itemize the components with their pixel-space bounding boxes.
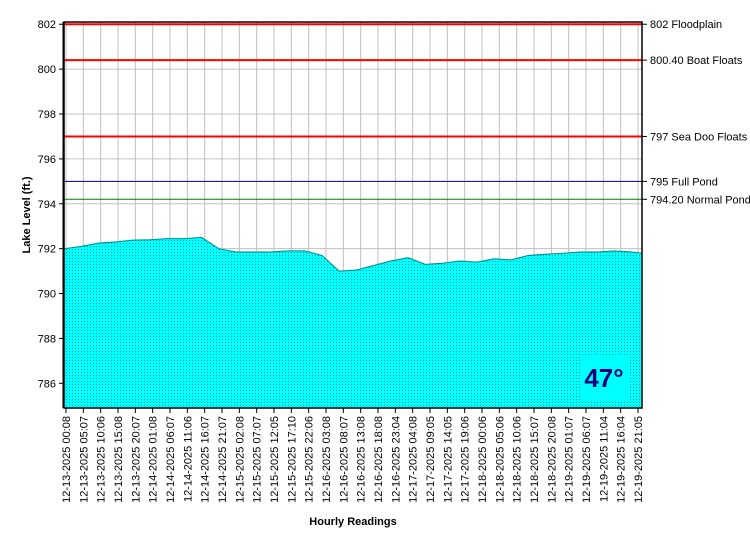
lake-level-area (64, 237, 642, 408)
reference-label: 794.20 Normal Pond (650, 194, 750, 206)
x-axis-label: Hourly Readings (309, 516, 396, 528)
reference-lines (64, 23, 642, 200)
y-tick-label: 798 (38, 109, 56, 121)
x-tick-label: 12-17-2025 04:08 (408, 416, 420, 503)
y-tick-label: 790 (38, 289, 56, 301)
x-tick-label: 12-15-2025 12:05 (269, 416, 281, 503)
x-tick-label: 12-17-2025 14:05 (442, 416, 454, 503)
x-tick-label: 12-15-2025 07:07 (252, 416, 264, 503)
x-tick-label: 12-19-2025 16:04 (616, 416, 628, 503)
x-tick-label: 12-13-2025 10:06 (96, 416, 108, 503)
temperature-value: 47° (584, 363, 623, 393)
x-tick-label: 12-15-2025 02:08 (234, 416, 246, 503)
x-tick-label: 12-19-2025 01:07 (564, 416, 576, 503)
x-tick-label: 12-14-2025 06:07 (165, 416, 177, 503)
x-tick-label: 12-15-2025 17:10 (286, 416, 298, 503)
x-tick-label: 12-18-2025 00:06 (477, 416, 489, 503)
x-tick-label: 12-13-2025 00:08 (61, 416, 73, 503)
x-tick-label: 12-19-2025 21:05 (633, 416, 645, 503)
x-tick-label: 12-14-2025 21:07 (217, 416, 229, 503)
x-tick-label: 12-19-2025 06:07 (581, 416, 593, 503)
y-tick-label: 800 (38, 64, 56, 76)
y-axis-label: Lake Level (ft.) (21, 176, 33, 253)
x-tick-label: 12-16-2025 18:08 (373, 416, 385, 503)
reference-label: 800.40 Boat Floats (650, 55, 743, 67)
x-tick-label: 12-17-2025 09:05 (425, 416, 437, 503)
temperature-badge-background (580, 355, 628, 400)
x-tick-label: 12-16-2025 23:04 (390, 416, 402, 503)
reference-label: 797 Sea Doo Floats (650, 131, 748, 143)
x-tick-label: 12-17-2025 19:06 (460, 416, 472, 503)
x-tick-label: 12-18-2025 15:07 (529, 416, 541, 503)
x-tick-label: 12-19-2025 11:04 (598, 416, 610, 502)
y-tick-label: 788 (38, 333, 56, 345)
x-tick-label: 12-14-2025 16:07 (200, 416, 212, 503)
x-tick-label: 12-16-2025 03:08 (321, 416, 333, 503)
y-tick-labels: 786 788 790 792 794 796 798 800 802 (38, 19, 64, 390)
y-tick-label: 792 (38, 244, 56, 256)
x-tick-labels: 12-13-2025 00:08 12-13-2025 05:07 12-13-20… (61, 408, 645, 503)
lake-level-line (63, 236, 643, 272)
x-tick-label: 12-18-2025 05:06 (494, 416, 506, 503)
reference-labels: 802 Floodplain 800.40 Boat Floats 797 Sea … (642, 19, 750, 206)
x-tick-label: 12-16-2025 13:08 (356, 416, 368, 503)
x-tick-label: 12-13-2025 20:07 (130, 416, 142, 503)
x-tick-label: 12-13-2025 15:08 (113, 416, 125, 503)
x-tick-label: 12-15-2025 22:06 (304, 416, 316, 503)
x-tick-label: 12-13-2025 05:07 (78, 416, 90, 503)
x-tick-label: 12-18-2025 10:06 (512, 416, 524, 503)
x-tick-label: 12-18-2025 20:08 (546, 416, 558, 503)
y-tick-label: 802 (38, 19, 56, 31)
axes (62, 21, 643, 409)
temperature-badge: 47° (580, 355, 628, 400)
y-tick-label: 786 (38, 378, 56, 390)
x-tick-label: 12-14-2025 01:08 (148, 416, 160, 503)
x-tick-label: 12-16-2025 08:07 (338, 416, 350, 503)
y-tick-label: 794 (38, 199, 56, 211)
reference-label: 795 Full Pond (650, 176, 718, 188)
y-tick-label: 796 (38, 154, 56, 166)
reference-label: 802 Floodplain (650, 19, 722, 31)
series-area (63, 236, 643, 408)
x-tick-label: 12-14-2025 11:06 (182, 416, 194, 502)
